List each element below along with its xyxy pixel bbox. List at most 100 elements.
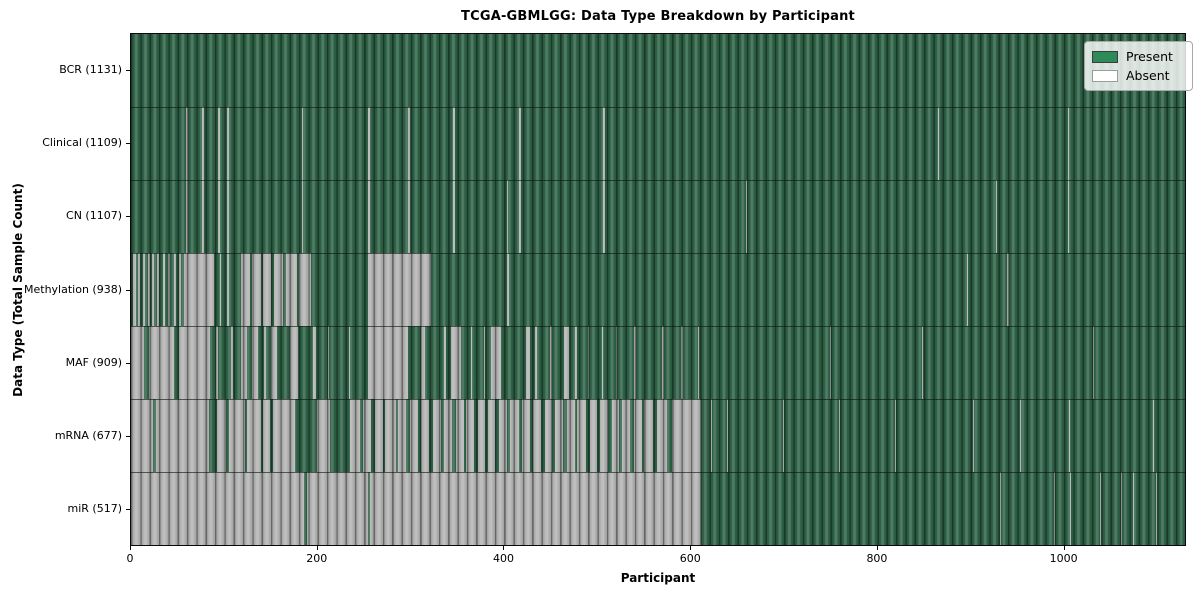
absent-segment (662, 326, 665, 399)
absent-segment (444, 399, 453, 472)
absent-segment (507, 253, 510, 326)
x-tick-label-1000: 1000 (1049, 552, 1078, 565)
legend-label-present: Present (1126, 49, 1173, 64)
absent-segment (895, 399, 897, 472)
y-tick-mark (126, 436, 130, 438)
absent-segment (226, 180, 229, 253)
absent-segment (938, 107, 939, 180)
absent-segment (783, 399, 785, 472)
x-tick-label-600: 600 (679, 552, 701, 565)
absent-segment (132, 253, 136, 326)
absent-segment (285, 253, 297, 326)
absent-segment (327, 326, 329, 399)
matrix-row-bcr (131, 34, 1185, 107)
legend-label-absent: Absent (1126, 68, 1170, 83)
absent-segment (995, 180, 997, 253)
absent-segment (385, 399, 396, 472)
y-tick-label-mir: miR (517) (67, 502, 123, 516)
absent-segment (217, 107, 220, 180)
absent-segment (453, 180, 456, 253)
legend: Present Absent (1084, 41, 1193, 91)
absent-segment (1000, 472, 1002, 545)
absent-segment (398, 399, 406, 472)
absent-segment (240, 326, 248, 399)
absent-segment (518, 107, 521, 180)
absent-segment (490, 326, 501, 399)
absent-segment (201, 180, 204, 253)
absent-segment (671, 399, 702, 472)
absent-segment (363, 399, 372, 472)
y-tick-mark (126, 289, 130, 291)
absent-segment (247, 399, 261, 472)
absent-segment (270, 326, 278, 399)
absent-segment (487, 399, 496, 472)
absent-segment (178, 326, 211, 399)
absent-segment (477, 399, 486, 472)
absent-segment (367, 253, 432, 326)
absent-segment (409, 399, 419, 472)
y-tick-label-bcr: BCR (1131) (59, 62, 122, 76)
absent-segment (375, 399, 383, 472)
absent-segment (450, 326, 461, 399)
absent-segment (680, 326, 683, 399)
absent-segment (656, 399, 667, 472)
absent-segment (611, 399, 620, 472)
matrix-row-mir (131, 472, 1185, 545)
absent-segment (471, 326, 473, 399)
absent-segment (973, 399, 975, 472)
matrix-row-maf (131, 326, 1185, 399)
y-tick-label-mrna: mRNA (677) (54, 429, 122, 443)
absent-segment (1067, 107, 1069, 180)
x-tick-label-200: 200 (306, 552, 328, 565)
absent-segment (317, 399, 331, 472)
plot-area: Present Absent (130, 33, 1193, 546)
absent-segment (1067, 180, 1069, 253)
absent-segment (349, 326, 350, 399)
absent-segment (173, 253, 176, 326)
absent-segment (1120, 472, 1122, 545)
absent-segment (622, 399, 631, 472)
absent-segment (184, 253, 214, 326)
legend-entry-present: Present (1092, 47, 1185, 66)
absent-segment (1053, 472, 1055, 545)
absent-segment (273, 253, 283, 326)
absent-segment (290, 326, 298, 399)
absent-segment (574, 326, 578, 399)
row-separator (131, 472, 1185, 473)
absent-segment (555, 399, 564, 472)
absent-segment (138, 253, 141, 326)
absent-segment (369, 472, 702, 545)
absent-segment (644, 399, 653, 472)
absent-segment (589, 399, 597, 472)
absent-segment (131, 326, 145, 399)
absent-segment (215, 326, 218, 399)
absent-segment (1156, 472, 1158, 545)
row-separator (131, 399, 1185, 400)
matrix-row-methylation (131, 253, 1185, 326)
absent-segment (252, 326, 258, 399)
x-tick-mark (876, 546, 878, 550)
absent-segment (510, 399, 519, 472)
x-tick-mark (316, 546, 318, 550)
absent-segment (263, 399, 270, 472)
absent-segment (367, 180, 370, 253)
absent-segment (301, 180, 304, 253)
absent-segment (634, 399, 642, 472)
absent-segment (567, 399, 575, 472)
absent-segment (1070, 472, 1072, 545)
x-tick-mark (690, 546, 692, 550)
absent-segment (432, 399, 442, 472)
absent-segment (966, 253, 968, 326)
row-separator (131, 180, 1185, 181)
absent-segment (312, 326, 316, 399)
absent-segment (156, 399, 210, 472)
absent-segment (420, 399, 430, 472)
absent-segment (829, 326, 831, 399)
absent-segment (179, 253, 182, 326)
absent-segment (444, 326, 446, 399)
absent-segment (148, 326, 174, 399)
x-tick-mark (503, 546, 505, 550)
absent-segment (147, 253, 150, 326)
absent-segment (1020, 399, 1021, 472)
